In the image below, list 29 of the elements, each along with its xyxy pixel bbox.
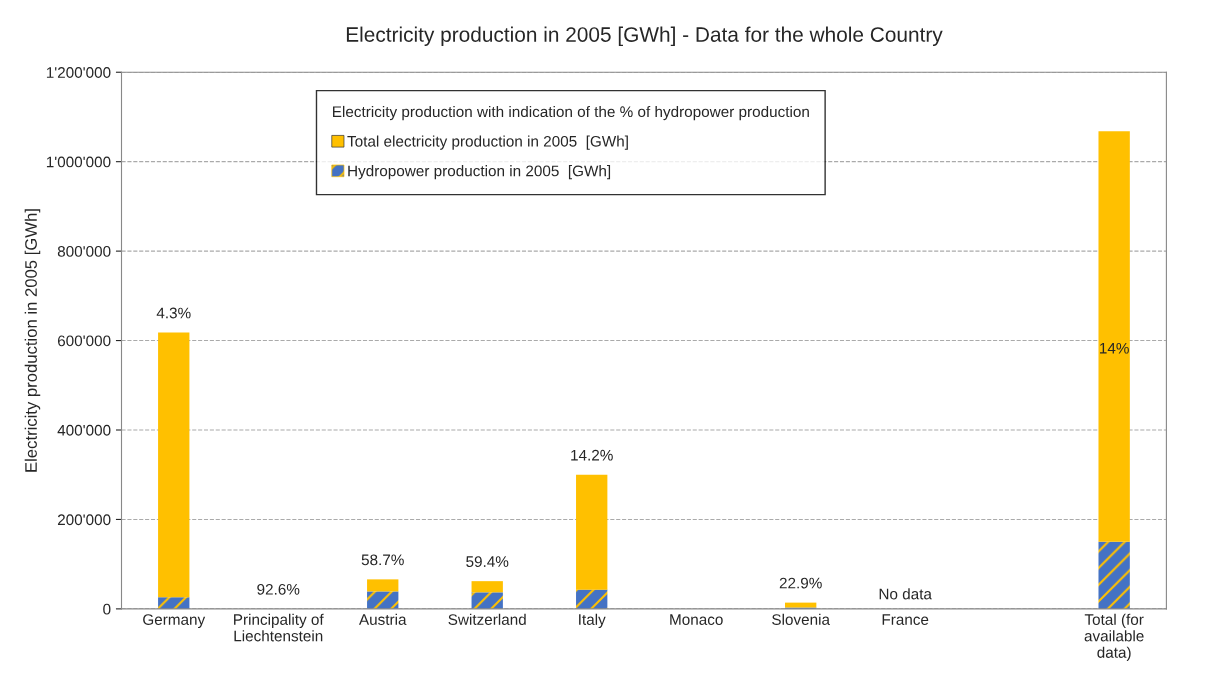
x-tick-label: Switzerland xyxy=(448,613,526,625)
x-tick-label: Germany xyxy=(143,614,206,628)
y-tick-label: 600'000 xyxy=(57,335,111,347)
y-tick-label: 400'000 xyxy=(57,424,111,436)
annotation: 58.7% xyxy=(361,554,404,566)
y-tick-label: 1'200'000 xyxy=(46,67,111,78)
y-tick-label: 1'000'000 xyxy=(46,156,111,168)
y-tick-label: 0 xyxy=(103,603,111,615)
chart-title: Electricity production in 2005 [GWh] - Data for the whole Country xyxy=(346,26,943,47)
y-tick-label: 800'000 xyxy=(57,245,111,257)
x-tick-label: Total (for available data) xyxy=(1084,613,1144,661)
legend-title: Electricity production with indication of the % of hydropower production xyxy=(333,105,809,121)
legend-label: Total electricity production in 2005 [GWh] xyxy=(347,135,628,150)
x-tick-label: France xyxy=(882,614,929,625)
annotation: 22.9% xyxy=(779,577,822,589)
annotation: 59.4% xyxy=(466,556,509,568)
y-axis-title: Electricity production in 2005 [GWh] xyxy=(24,209,41,472)
y-tick-label: 200'000 xyxy=(57,514,111,526)
annotation: 14.2% xyxy=(571,449,613,461)
annotation: 4.3% xyxy=(156,307,191,319)
annotation: No data xyxy=(879,588,932,600)
x-tick-label: Slovenia xyxy=(772,613,830,625)
annotation: 14% xyxy=(1100,342,1129,354)
legend-label: Hydropower production in 2005 [GWh] xyxy=(348,165,611,180)
annotation: 92.6% xyxy=(257,583,300,595)
x-tick-label: Italy xyxy=(579,613,606,628)
x-tick-label: Principality of Liechtenstein xyxy=(234,613,324,642)
x-tick-label: Austria xyxy=(358,613,407,625)
x-tick-label: Monaco xyxy=(670,614,723,625)
